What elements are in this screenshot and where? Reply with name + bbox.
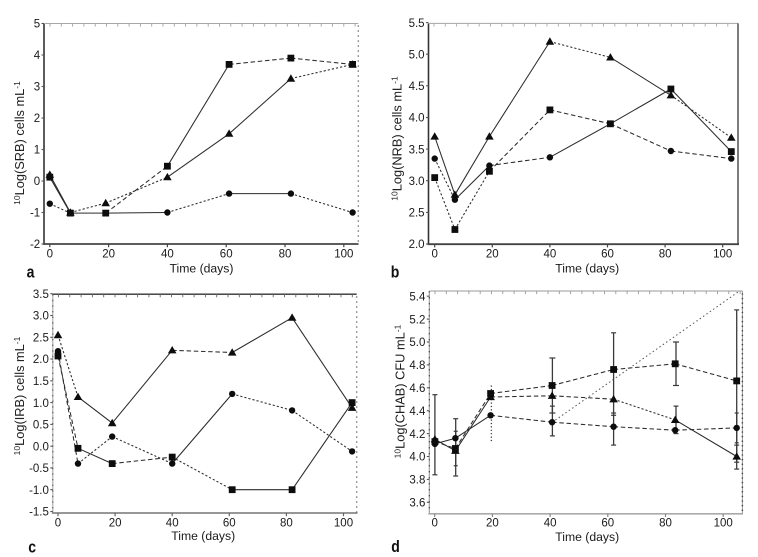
svg-text:0: 0	[55, 518, 61, 530]
svg-text:5.0: 5.0	[409, 337, 425, 349]
svg-text:1.0: 1.0	[33, 398, 49, 410]
svg-text:3: 3	[34, 82, 40, 94]
svg-text:100: 100	[334, 518, 353, 530]
svg-text:a: a	[27, 263, 35, 281]
svg-text:4.4: 4.4	[409, 406, 426, 418]
svg-text:80: 80	[280, 518, 293, 530]
svg-text:Time (days): Time (days)	[555, 530, 619, 544]
svg-text:60: 60	[601, 518, 614, 530]
svg-text:4.6: 4.6	[409, 383, 425, 395]
svg-text:2: 2	[34, 113, 40, 125]
svg-text:5: 5	[34, 19, 40, 31]
svg-text:-2: -2	[30, 239, 40, 251]
svg-text:1.5: 1.5	[33, 376, 49, 388]
svg-text:-1.0: -1.0	[29, 485, 49, 497]
svg-text:80: 80	[659, 518, 672, 530]
svg-text:2.0: 2.0	[33, 354, 49, 366]
svg-text:80: 80	[279, 249, 292, 261]
svg-text:0.5: 0.5	[33, 420, 49, 432]
svg-text:4.0: 4.0	[409, 113, 425, 125]
svg-text:5.2: 5.2	[409, 314, 425, 326]
svg-text:0: 0	[431, 518, 437, 530]
svg-text:3.6: 3.6	[409, 498, 425, 510]
svg-text:3.0: 3.0	[409, 176, 425, 188]
svg-text:1: 1	[34, 145, 40, 157]
svg-text:-1: -1	[30, 208, 40, 220]
svg-text:20: 20	[109, 518, 122, 530]
svg-text:4.2: 4.2	[409, 429, 425, 441]
svg-text:10Log(IRB) cells mL-1: 10Log(IRB) cells mL-1	[12, 336, 27, 455]
svg-text:3.5: 3.5	[409, 144, 425, 156]
svg-text:10Log(NRB) cells mL-1: 10Log(NRB) cells mL-1	[389, 76, 404, 201]
svg-text:10Log(CHAB) CFU mL-1: 10Log(CHAB) CFU mL-1	[392, 324, 407, 458]
svg-text:d: d	[391, 538, 400, 556]
svg-text:Time (days): Time (days)	[170, 262, 234, 276]
svg-text:10Log(SRB) cells mL-1: 10Log(SRB) cells mL-1	[12, 81, 27, 205]
svg-text:40: 40	[166, 518, 179, 530]
svg-text:5.0: 5.0	[409, 49, 425, 61]
svg-text:100: 100	[714, 518, 733, 530]
svg-text:100: 100	[713, 249, 732, 261]
svg-text:3.0: 3.0	[33, 311, 49, 323]
svg-text:-0.5: -0.5	[29, 463, 49, 475]
svg-text:40: 40	[544, 518, 557, 530]
svg-text:40: 40	[544, 249, 557, 261]
svg-text:4: 4	[34, 50, 41, 62]
svg-text:20: 20	[102, 249, 115, 261]
svg-text:2.0: 2.0	[409, 239, 425, 251]
svg-text:4.5: 4.5	[409, 81, 425, 93]
svg-text:0: 0	[47, 249, 53, 261]
svg-text:20: 20	[486, 249, 499, 261]
svg-text:3.5: 3.5	[33, 289, 49, 301]
svg-text:60: 60	[220, 249, 233, 261]
svg-text:Time (days): Time (days)	[171, 529, 235, 543]
svg-text:60: 60	[601, 249, 614, 261]
svg-text:0.0: 0.0	[33, 441, 49, 453]
svg-text:80: 80	[659, 249, 672, 261]
svg-text:-1.5: -1.5	[29, 507, 49, 519]
svg-text:b: b	[391, 263, 400, 281]
svg-text:20: 20	[486, 518, 499, 530]
svg-text:100: 100	[334, 249, 353, 261]
svg-text:0: 0	[431, 249, 437, 261]
svg-text:2.5: 2.5	[409, 208, 425, 220]
svg-text:5.5: 5.5	[409, 18, 425, 30]
svg-text:60: 60	[223, 518, 236, 530]
svg-text:5.4: 5.4	[409, 291, 426, 303]
svg-text:3.8: 3.8	[409, 475, 425, 487]
svg-text:4.0: 4.0	[409, 452, 425, 464]
svg-text:40: 40	[161, 249, 174, 261]
svg-text:2.5: 2.5	[33, 333, 49, 345]
svg-text:4.8: 4.8	[409, 360, 425, 372]
svg-text:c: c	[28, 538, 36, 556]
svg-text:0: 0	[34, 176, 40, 188]
svg-text:Time (days): Time (days)	[555, 262, 619, 276]
